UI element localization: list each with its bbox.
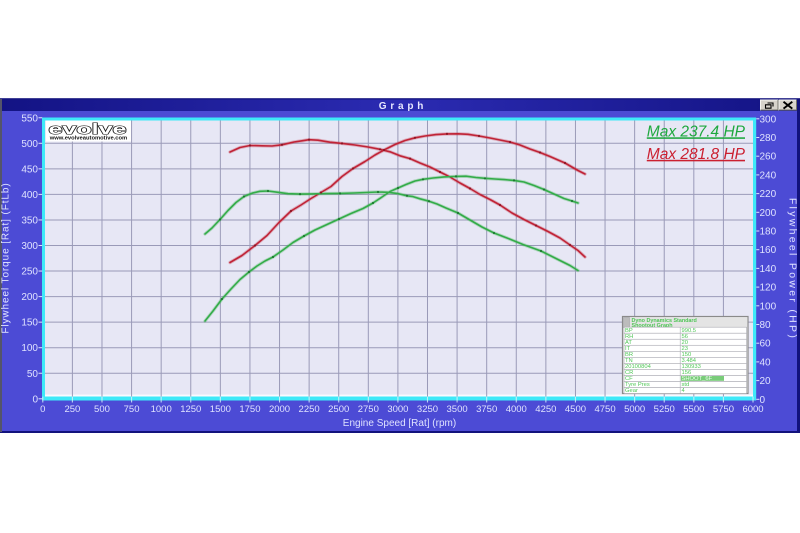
- svg-text:4500: 4500: [565, 404, 586, 415]
- svg-text:20: 20: [682, 340, 688, 346]
- svg-text:130933: 130933: [682, 364, 701, 370]
- svg-text:56: 56: [682, 334, 688, 340]
- svg-text:20: 20: [760, 376, 772, 387]
- svg-text:750: 750: [124, 404, 140, 415]
- svg-text:250: 250: [21, 267, 38, 278]
- svg-text:150: 150: [21, 318, 38, 329]
- svg-text:www.evolveautomotive.com: www.evolveautomotive.com: [49, 136, 127, 142]
- svg-text:0: 0: [40, 404, 45, 415]
- svg-text:3750: 3750: [476, 404, 497, 415]
- svg-text:4750: 4750: [594, 404, 615, 415]
- svg-text:3000: 3000: [387, 404, 408, 415]
- svg-text:300: 300: [760, 114, 777, 125]
- svg-text:CF: CF: [625, 376, 633, 382]
- svg-text:180: 180: [760, 227, 777, 238]
- svg-text:TN: TN: [625, 358, 633, 364]
- svg-text:1000: 1000: [151, 404, 172, 415]
- svg-text:std: std: [682, 382, 690, 388]
- svg-text:evolve: evolve: [49, 122, 127, 138]
- svg-text:4000: 4000: [506, 404, 527, 415]
- svg-text:5250: 5250: [654, 404, 675, 415]
- svg-text:Tyre Pres: Tyre Pres: [625, 382, 650, 388]
- svg-text:1500: 1500: [210, 404, 231, 415]
- svg-text:450: 450: [21, 164, 38, 175]
- svg-text:0: 0: [32, 394, 38, 405]
- svg-text:500: 500: [21, 139, 38, 150]
- svg-text:Flywheel Torque [Rat] (FtLb): Flywheel Torque [Rat] (FtLb): [1, 182, 12, 333]
- svg-text:20100804: 20100804: [625, 364, 652, 370]
- svg-text:IT: IT: [625, 346, 631, 352]
- svg-text:120: 120: [760, 283, 777, 294]
- svg-text:280: 280: [760, 133, 777, 144]
- svg-text:400: 400: [21, 190, 38, 201]
- svg-text:Max 237.4 HP: Max 237.4 HP: [647, 123, 746, 140]
- svg-text:2500: 2500: [328, 404, 349, 415]
- svg-text:5750: 5750: [713, 404, 734, 415]
- svg-text:6000: 6000: [742, 404, 763, 415]
- svg-text:SHOOT_6F: SHOOT_6F: [682, 376, 713, 382]
- svg-text:23: 23: [682, 346, 688, 352]
- svg-text:150: 150: [682, 352, 692, 358]
- svg-text:990.5: 990.5: [682, 328, 697, 334]
- svg-text:Flywheel Power (HP): Flywheel Power (HP): [787, 198, 799, 340]
- svg-text:BP: BP: [625, 328, 633, 334]
- svg-text:220: 220: [760, 189, 777, 200]
- svg-text:80: 80: [760, 320, 772, 331]
- svg-text:4: 4: [682, 388, 686, 394]
- svg-text:1750: 1750: [239, 404, 260, 415]
- svg-text:Graph: Graph: [379, 101, 427, 112]
- svg-text:Engine Speed [Rat] (rpm): Engine Speed [Rat] (rpm): [343, 418, 456, 429]
- svg-text:200: 200: [760, 208, 777, 219]
- svg-text:2000: 2000: [269, 404, 290, 415]
- svg-text:5500: 5500: [683, 404, 704, 415]
- svg-text:550: 550: [21, 113, 38, 124]
- svg-text:Dyno Dynamics Standard: Dyno Dynamics Standard: [632, 318, 697, 324]
- svg-text:AT: AT: [625, 340, 632, 346]
- svg-text:Max 281.8 HP: Max 281.8 HP: [647, 146, 746, 163]
- svg-text:Gear: Gear: [625, 388, 638, 394]
- svg-text:3.484: 3.484: [682, 358, 697, 364]
- svg-text:300: 300: [21, 241, 38, 252]
- svg-text:100: 100: [21, 343, 38, 354]
- svg-text:260: 260: [760, 152, 777, 163]
- svg-text:240: 240: [760, 170, 777, 181]
- svg-text:350: 350: [21, 215, 38, 226]
- svg-text:CR: CR: [625, 370, 633, 376]
- svg-text:40: 40: [760, 357, 772, 368]
- svg-text:1250: 1250: [180, 404, 201, 415]
- svg-text:BR: BR: [625, 352, 633, 358]
- svg-text:250: 250: [64, 404, 80, 415]
- svg-text:3500: 3500: [447, 404, 468, 415]
- svg-text:60: 60: [760, 339, 772, 350]
- svg-text:0: 0: [760, 395, 766, 406]
- svg-text:2750: 2750: [358, 404, 379, 415]
- svg-text:500: 500: [94, 404, 110, 415]
- svg-text:140: 140: [760, 264, 777, 275]
- svg-text:100: 100: [760, 301, 777, 312]
- svg-text:156: 156: [682, 370, 692, 376]
- svg-text:200: 200: [21, 292, 38, 303]
- svg-text:3250: 3250: [417, 404, 438, 415]
- svg-text:RH: RH: [625, 334, 633, 340]
- svg-text:4250: 4250: [535, 404, 556, 415]
- svg-text:50: 50: [27, 369, 39, 380]
- svg-text:5000: 5000: [624, 404, 645, 415]
- svg-text:160: 160: [760, 245, 777, 256]
- svg-text:Shootout Graph: Shootout Graph: [632, 323, 673, 329]
- svg-text:2250: 2250: [299, 404, 320, 415]
